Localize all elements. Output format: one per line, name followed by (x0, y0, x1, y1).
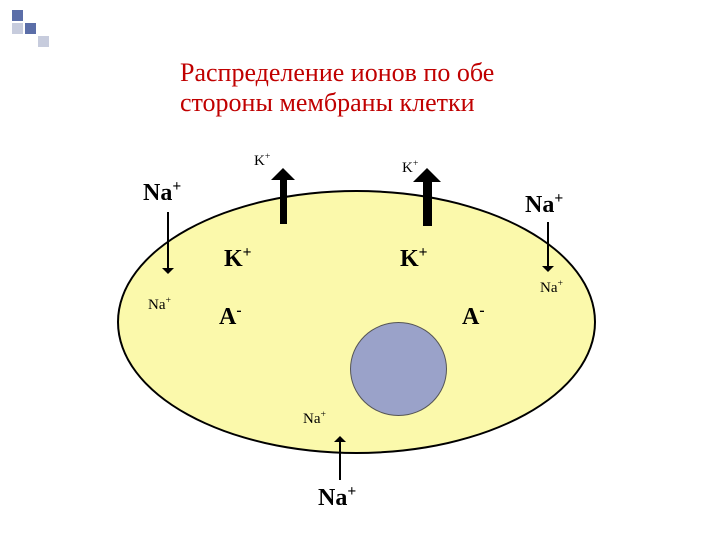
label-na_in_left: Na+ (148, 297, 171, 314)
label-k_in_right: K+ (400, 246, 428, 273)
title-line2: стороны мембраны клетки (180, 88, 475, 117)
label-a_in_left: A- (219, 304, 242, 331)
slide-title: Распределение ионов по обе стороны мембр… (180, 58, 494, 118)
slide-stage: Распределение ионов по обе стороны мембр… (0, 0, 720, 540)
label-k_in_left: K+ (224, 246, 252, 273)
label-a_in_right: A- (462, 304, 485, 331)
label-na_out_right: Na+ (525, 192, 563, 219)
label-k_out_left: K+ (254, 153, 270, 170)
corner-decoration (12, 10, 52, 47)
label-na_out_left: Na+ (143, 180, 181, 207)
label-na_in_right: Na+ (540, 280, 563, 297)
cell-nucleus (350, 322, 447, 416)
label-na_in_bottom: Na+ (303, 411, 326, 428)
label-na_out_bottom: Na+ (318, 485, 356, 512)
cell-membrane (117, 190, 596, 454)
title-line1: Распределение ионов по обе (180, 58, 494, 87)
